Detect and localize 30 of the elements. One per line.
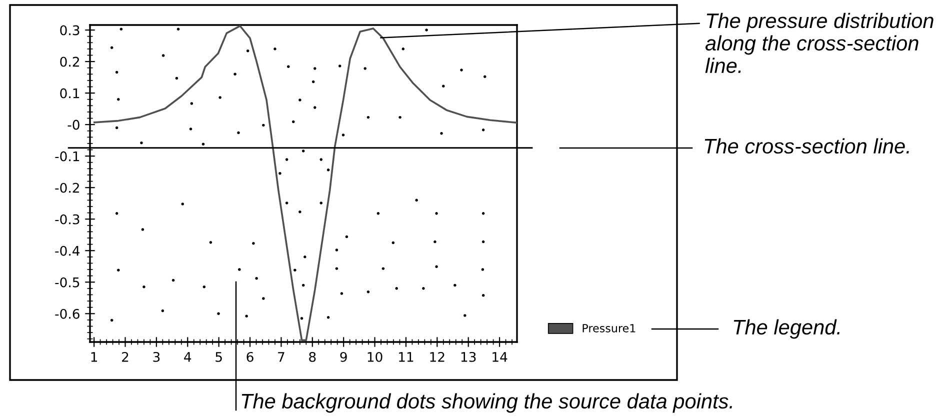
x-tick-label: 1 (91, 352, 98, 362)
y-tick-label: -0 (68, 120, 80, 130)
x-tick-label: 11 (399, 352, 414, 362)
text: The legend. (734, 319, 840, 339)
y-tick-label: -0.3 (55, 214, 80, 224)
text: The cross-section line. (704, 138, 909, 154)
x-tick-label: 5 (216, 352, 222, 362)
x-tick-label: 10 (368, 352, 382, 362)
y-tick-label: -0.6 (55, 308, 80, 319)
y-tick-label: -0.2 (55, 182, 79, 193)
x-tick-label: 13 (461, 352, 476, 362)
y-tick-label: 0.1 (60, 88, 80, 98)
x-tick-label: 7 (278, 352, 284, 362)
legend-label: Pressure1 (582, 324, 636, 332)
x-tick-label: 14 (492, 352, 508, 362)
x-tick-label: 4 (184, 352, 192, 362)
x-tick-label: 8 (309, 352, 316, 362)
y-tick-label: 0.2 (60, 56, 79, 67)
line-series (93, 25, 517, 342)
y-tick-label: -0.5 (55, 277, 80, 288)
annotation: The pressure distribution along the cross-section line. (705, 12, 934, 74)
x-tick-label: 9 (340, 352, 347, 362)
text: The background dots showing the source data points. (242, 393, 732, 413)
x-tick-label: 2 (122, 352, 128, 362)
y-tick-label: 0.3 (60, 25, 80, 36)
x-tick-label: 6 (246, 352, 254, 362)
x-tick-label: 3 (153, 352, 160, 362)
y-tick-label: -0.1 (55, 151, 80, 162)
y-tick-label: -0.4 (55, 246, 80, 256)
x-tick-label: 12 (430, 352, 444, 362)
